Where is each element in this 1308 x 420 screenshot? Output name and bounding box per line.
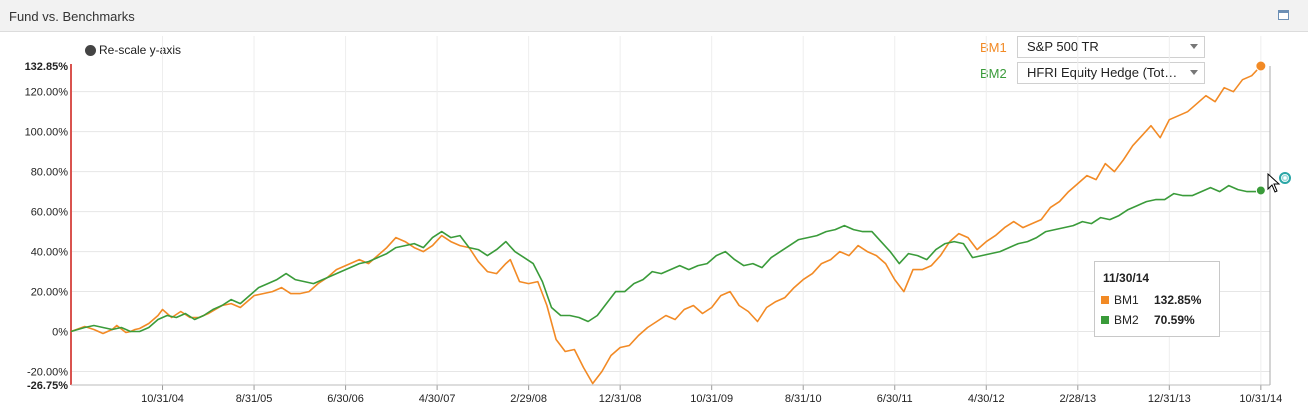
x-tick-label: 4/30/07 [419, 393, 456, 405]
mouse-cursor-icon [1267, 172, 1291, 193]
x-tick-label: 12/31/13 [1148, 393, 1191, 405]
y-tick-label: -20.00% [27, 367, 68, 379]
x-tick-label: 10/31/09 [690, 393, 733, 405]
tooltip-swatch-bm2 [1101, 316, 1109, 324]
radio-dot-icon [85, 44, 96, 56]
series-end-point-bm2 [1255, 185, 1266, 196]
series-lines [70, 65, 1262, 385]
y-min-label: -26.75% [27, 380, 68, 392]
x-tick-label: 2/29/08 [510, 393, 547, 405]
tooltip-name-bm2: BM2 [1114, 313, 1139, 327]
x-tick-label: 8/31/05 [236, 393, 273, 405]
y-tick-label: 0% [52, 327, 68, 339]
y-tick-label: 80.00% [31, 167, 69, 179]
x-tick-label: 10/31/04 [141, 393, 184, 405]
x-tick-label: 8/31/10 [785, 393, 822, 405]
series-line-bm2 [70, 184, 1262, 333]
benchmark-row-2: BM2 HFRI Equity Hedge (Tot… [980, 61, 1205, 85]
x-tick-label: 6/30/06 [327, 393, 364, 405]
chart-tooltip: 11/30/14 BM1 132.85% BM2 70.59% [1094, 261, 1220, 337]
panel-title: Fund vs. Benchmarks [9, 9, 135, 24]
x-tick-label: 12/31/08 [599, 393, 642, 405]
panel-header: Fund vs. Benchmarks [0, 0, 1308, 32]
maximize-icon[interactable] [1278, 10, 1289, 20]
y-tick-label: 60.00% [31, 207, 69, 219]
y-tick-label: 120.00% [25, 87, 69, 99]
y-tick-label: 100.00% [25, 127, 69, 139]
series-end-point-bm1 [1255, 60, 1267, 72]
series-end-markers [1255, 60, 1267, 196]
chevron-down-icon [1190, 70, 1198, 75]
rescale-label: Re-scale y-axis [99, 43, 182, 57]
series-line-bm1 [70, 65, 1262, 385]
rescale-y-axis-toggle[interactable]: Re-scale y-axis [85, 43, 181, 57]
tooltip-date: 11/30/14 [1103, 271, 1150, 285]
x-tick-label: 2/28/13 [1059, 393, 1096, 405]
tooltip-value-bm1: 132.85% [1154, 293, 1202, 307]
chevron-down-icon [1190, 44, 1198, 49]
tooltip-row-bm2: BM2 70.59% [1101, 313, 1195, 327]
benchmark-1-value: S&P 500 TR [1027, 39, 1099, 54]
benchmark-2-label: BM2 [980, 65, 1007, 81]
benchmark-1-label: BM1 [980, 39, 1007, 55]
benchmark-2-select[interactable]: HFRI Equity Hedge (Tot… [1017, 62, 1205, 84]
benchmark-row-1: BM1 S&P 500 TR [980, 35, 1205, 59]
tooltip-row-bm1: BM1 132.85% [1101, 293, 1201, 307]
tooltip-name-bm1: BM1 [1114, 293, 1139, 307]
y-axis: 120.00% 100.00% 80.00% 60.00% 40.00% 20.00% 0%… [25, 61, 72, 392]
x-tick-label: 6/30/11 [877, 393, 913, 405]
y-tick-label: 40.00% [31, 247, 69, 259]
x-axis: 10/31/04 8/31/05 6/30/06 4/30/07 2/29/08 12/3… [71, 66, 1282, 405]
tooltip-value-bm2: 70.59% [1154, 313, 1195, 327]
benchmark-1-select[interactable]: S&P 500 TR [1017, 36, 1205, 58]
tooltip-swatch-bm1 [1101, 296, 1109, 304]
x-tick-label: 4/30/12 [968, 393, 1005, 405]
chart-grid [71, 36, 1270, 385]
y-tick-label: 20.00% [31, 287, 69, 299]
x-tick-label: 10/31/14 [1239, 393, 1282, 405]
y-max-label: 132.85% [25, 61, 69, 73]
benchmark-2-value: HFRI Equity Hedge (Tot… [1027, 65, 1178, 80]
